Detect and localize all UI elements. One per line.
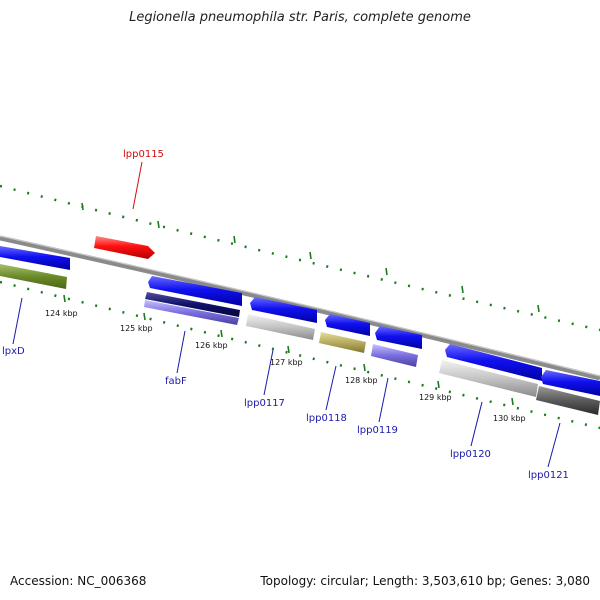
gene-label-lpp0118[interactable]: lpp0118 <box>306 413 347 424</box>
gene-label-fabF[interactable]: fabF <box>165 376 187 387</box>
feature-bars <box>0 264 600 415</box>
gene-label-lpp0120[interactable]: lpp0120 <box>450 449 491 460</box>
genome-summary-text: Topology: circular; Length: 3,503,610 bp… <box>260 574 590 588</box>
leader-lpp0119 <box>378 377 389 423</box>
gene-lpxD-forward[interactable] <box>0 246 70 270</box>
forward-genes <box>0 246 600 396</box>
outer-dotted-arc <box>0 184 600 332</box>
gene-label-lpp0119[interactable]: lpp0119 <box>357 425 398 436</box>
map-title: Legionella pneumophila str. Paris, compl… <box>129 10 471 25</box>
tick-label-124: 124 kbp <box>45 309 78 318</box>
gene-labels: lpp0115 lpxD fabF lpp0117 lpp0118 lpp011… <box>2 149 569 481</box>
leader-lpp0118 <box>325 365 337 411</box>
outer-tick-ring <box>0 184 600 332</box>
feature-lpp0118[interactable] <box>319 332 366 353</box>
genome-backbone <box>0 235 600 381</box>
tick-label-126: 126 kbp <box>195 341 228 350</box>
feature-lpp0121[interactable] <box>536 386 600 415</box>
inner-tick-ring <box>0 280 600 430</box>
inner-dotted-arc <box>0 280 600 430</box>
tick-label-128: 128 kbp <box>345 376 378 385</box>
leader-lpxD <box>12 297 23 345</box>
gene-label-lpp0115[interactable]: lpp0115 <box>123 149 164 160</box>
feature-lpp0119[interactable] <box>371 344 418 367</box>
gene-lpp0118-forward[interactable] <box>325 314 370 336</box>
feature-lpp0117[interactable] <box>246 314 315 340</box>
gene-fabF-forward[interactable] <box>148 276 242 306</box>
feature-fabF-light[interactable] <box>144 300 239 325</box>
leader-lpp0121 <box>547 422 561 468</box>
gene-label-lpxD[interactable]: lpxD <box>2 346 25 357</box>
tick-label-130: 130 kbp <box>493 414 526 423</box>
gene-lpp0121-forward[interactable] <box>541 370 600 396</box>
gene-lpp0119-forward[interactable] <box>375 326 422 349</box>
feature-fabF-dark[interactable] <box>145 292 240 317</box>
tick-labels: 124 kbp 125 kbp 126 kbp 127 kbp 128 kbp … <box>45 309 526 423</box>
feature-lpxD[interactable] <box>0 264 67 289</box>
tick-label-125: 125 kbp <box>120 324 153 333</box>
gene-label-lpp0117[interactable]: lpp0117 <box>244 398 285 409</box>
leader-lpp0117 <box>263 349 274 396</box>
accession-text: Accession: NC_006368 <box>10 574 147 588</box>
leader-lpp0115 <box>132 161 143 210</box>
gene-label-lpp0121[interactable]: lpp0121 <box>528 470 569 481</box>
feature-lpp0120[interactable] <box>439 360 538 397</box>
gene-lpp0117-forward[interactable] <box>250 297 317 323</box>
gene-lpp0120-forward[interactable] <box>445 344 542 381</box>
tick-label-129: 129 kbp <box>419 393 452 402</box>
label-leaders <box>12 161 561 468</box>
tick-label-127: 127 kbp <box>270 358 303 367</box>
gene-lpp0115[interactable] <box>94 236 155 259</box>
leader-fabF <box>176 330 186 374</box>
leader-lpp0120 <box>470 401 483 447</box>
